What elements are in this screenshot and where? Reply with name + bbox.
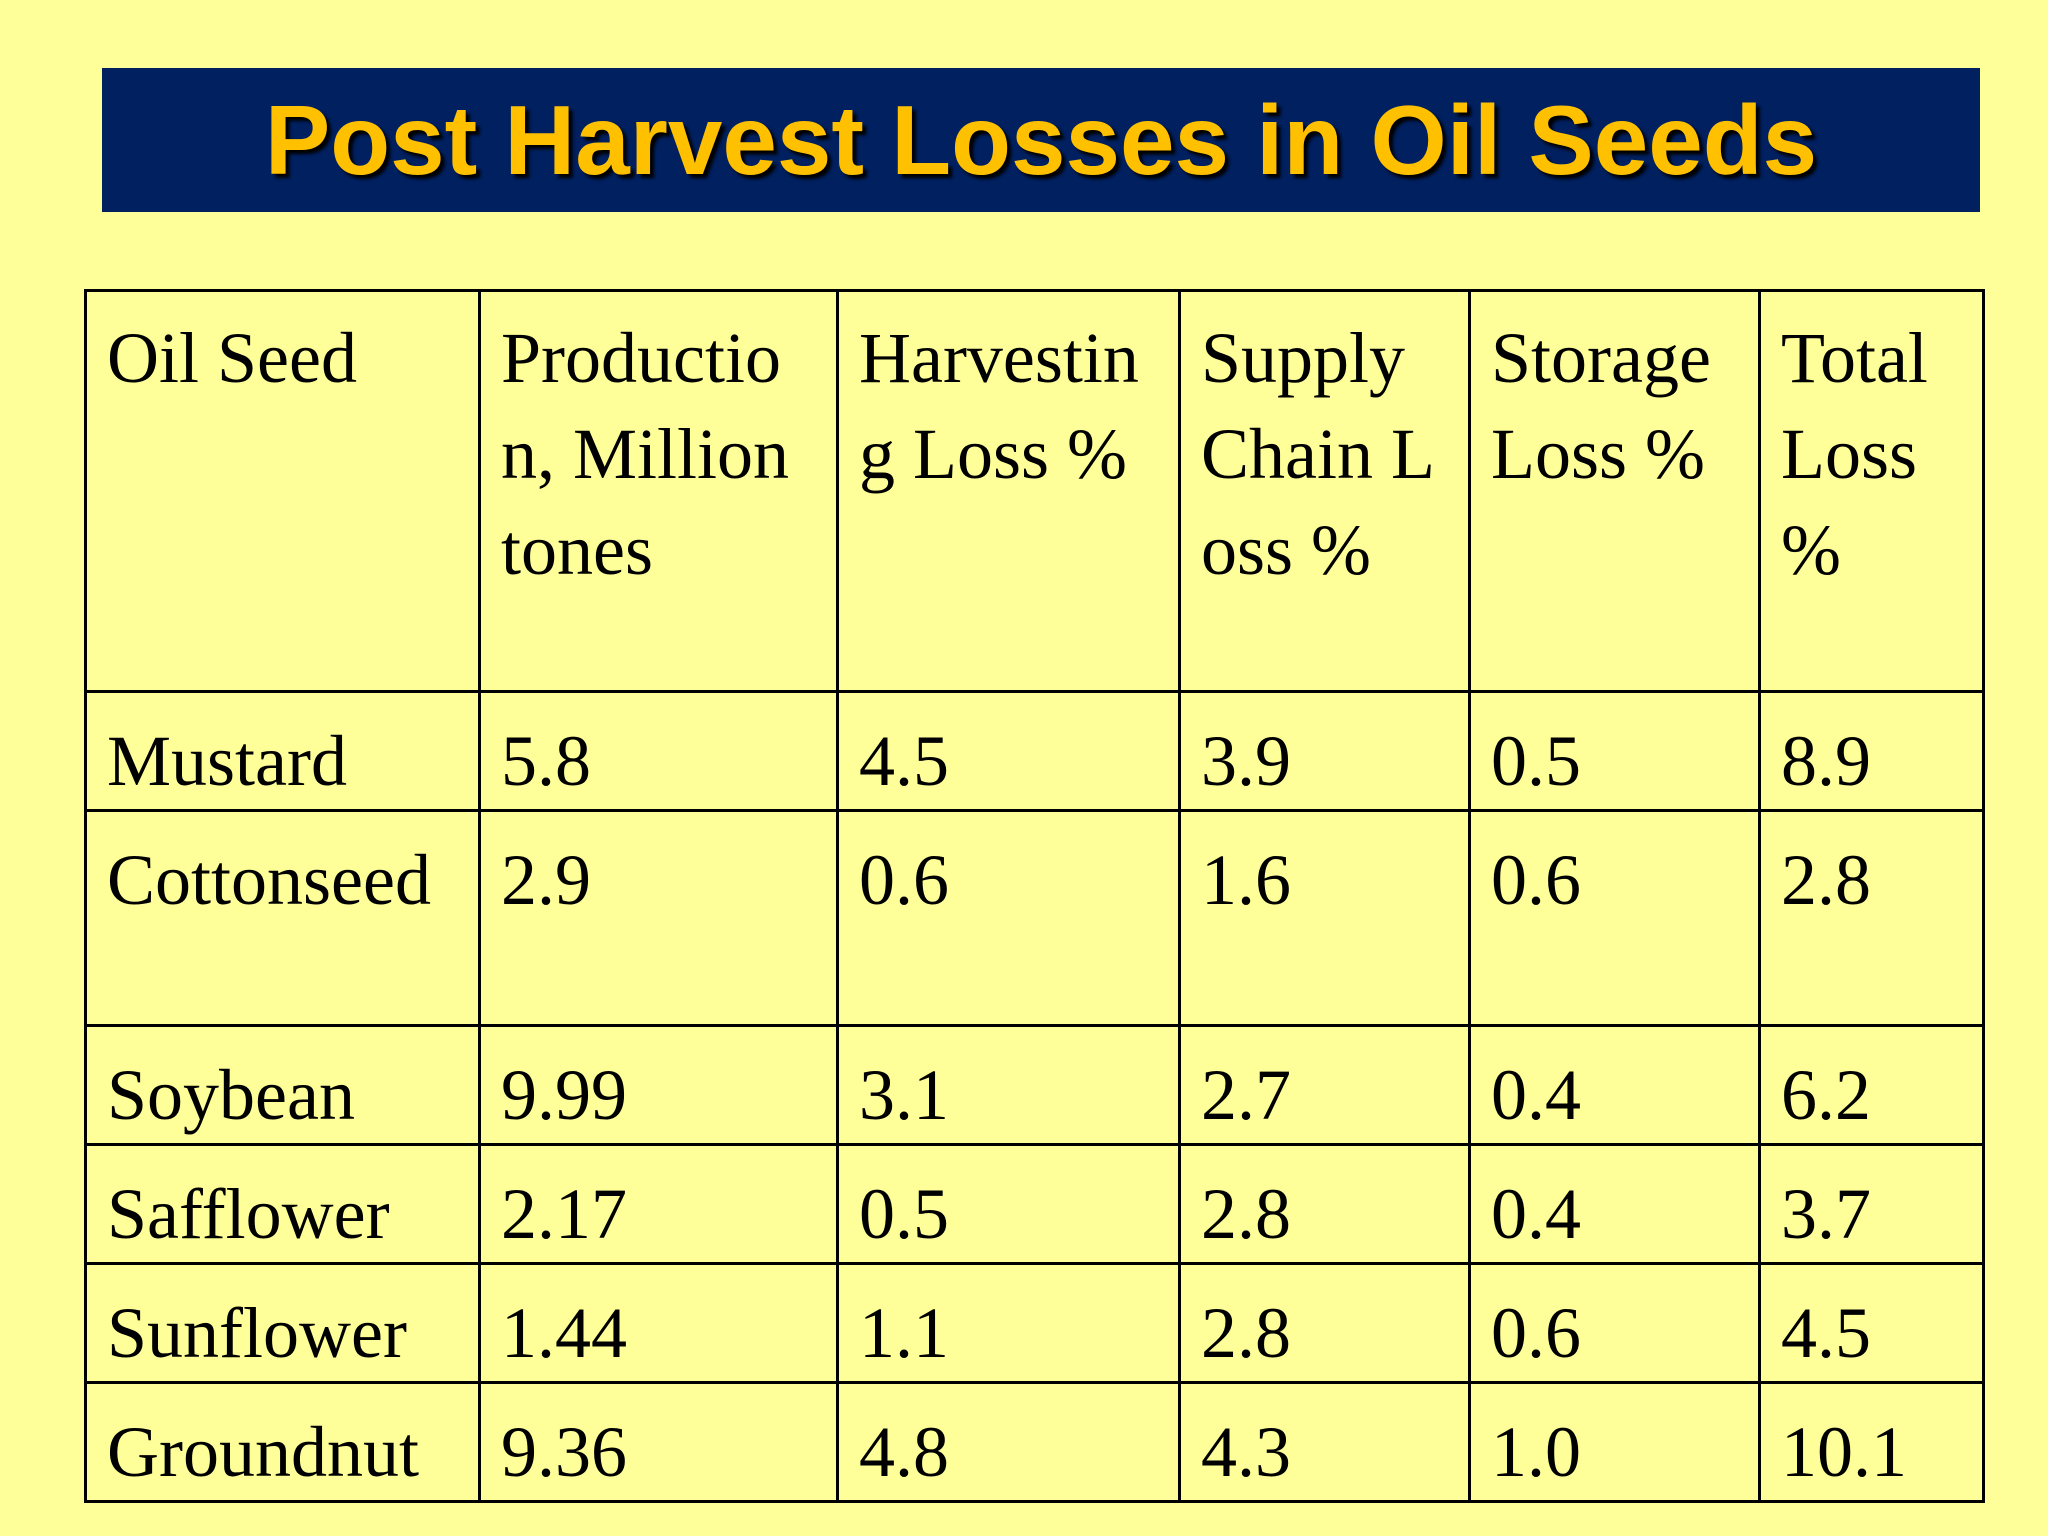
table-row: Mustard 5.8 4.5 3.9 0.5 8.9 (84, 690, 1985, 812)
cell-production: 2.9 (478, 809, 839, 1027)
title-bar: Post Harvest Losses in Oil Seeds (102, 68, 1980, 212)
cell-oil-seed: Soybean (84, 1024, 481, 1146)
header-supply-chain-loss: Supply Chain Loss % (1178, 289, 1471, 693)
cell-production: 2.17 (478, 1143, 839, 1265)
cell-harvesting-loss: 4.5 (836, 690, 1181, 812)
cell-oil-seed: Groundnut (84, 1381, 481, 1503)
cell-production: 1.44 (478, 1262, 839, 1384)
cell-total-loss: 8.9 (1758, 690, 1985, 812)
cell-oil-seed: Safflower (84, 1143, 481, 1265)
cell-supply-chain-loss: 4.3 (1178, 1381, 1471, 1503)
cell-storage-loss: 1.0 (1468, 1381, 1761, 1503)
slide-title: Post Harvest Losses in Oil Seeds (264, 84, 1818, 195)
cell-harvesting-loss: 4.8 (836, 1381, 1181, 1503)
cell-oil-seed: Sunflower (84, 1262, 481, 1384)
table-row: Groundnut 9.36 4.8 4.3 1.0 10.1 (84, 1381, 1985, 1503)
cell-total-loss: 4.5 (1758, 1262, 1985, 1384)
cell-production: 5.8 (478, 690, 839, 812)
cell-harvesting-loss: 0.6 (836, 809, 1181, 1027)
cell-production: 9.99 (478, 1024, 839, 1146)
table-row: Soybean 9.99 3.1 2.7 0.4 6.2 (84, 1024, 1985, 1146)
cell-total-loss: 6.2 (1758, 1024, 1985, 1146)
cell-harvesting-loss: 1.1 (836, 1262, 1181, 1384)
cell-production: 9.36 (478, 1381, 839, 1503)
cell-supply-chain-loss: 1.6 (1178, 809, 1471, 1027)
cell-total-loss: 10.1 (1758, 1381, 1985, 1503)
cell-supply-chain-loss: 2.8 (1178, 1262, 1471, 1384)
cell-supply-chain-loss: 3.9 (1178, 690, 1471, 812)
header-production: Production, Million tones (478, 289, 839, 693)
cell-storage-loss: 0.6 (1468, 809, 1761, 1027)
cell-total-loss: 2.8 (1758, 809, 1985, 1027)
cell-storage-loss: 0.6 (1468, 1262, 1761, 1384)
cell-harvesting-loss: 0.5 (836, 1143, 1181, 1265)
cell-storage-loss: 0.4 (1468, 1024, 1761, 1146)
cell-oil-seed: Mustard (84, 690, 481, 812)
table-header-row: Oil Seed Production, Million tones Harve… (84, 289, 1985, 693)
oil-seed-loss-table: Oil Seed Production, Million tones Harve… (84, 289, 1985, 1503)
header-harvesting-loss: Harvesting Loss % (836, 289, 1181, 693)
cell-supply-chain-loss: 2.7 (1178, 1024, 1471, 1146)
cell-total-loss: 3.7 (1758, 1143, 1985, 1265)
cell-harvesting-loss: 3.1 (836, 1024, 1181, 1146)
table-row: Sunflower 1.44 1.1 2.8 0.6 4.5 (84, 1262, 1985, 1384)
header-total-loss: Total Loss % (1758, 289, 1985, 693)
header-storage-loss: Storage Loss % (1468, 289, 1761, 693)
cell-supply-chain-loss: 2.8 (1178, 1143, 1471, 1265)
cell-storage-loss: 0.5 (1468, 690, 1761, 812)
table-row: Cottonseed 2.9 0.6 1.6 0.6 2.8 (84, 809, 1985, 1027)
cell-storage-loss: 0.4 (1468, 1143, 1761, 1265)
table-row: Safflower 2.17 0.5 2.8 0.4 3.7 (84, 1143, 1985, 1265)
cell-oil-seed: Cottonseed (84, 809, 481, 1027)
header-oil-seed: Oil Seed (84, 289, 481, 693)
